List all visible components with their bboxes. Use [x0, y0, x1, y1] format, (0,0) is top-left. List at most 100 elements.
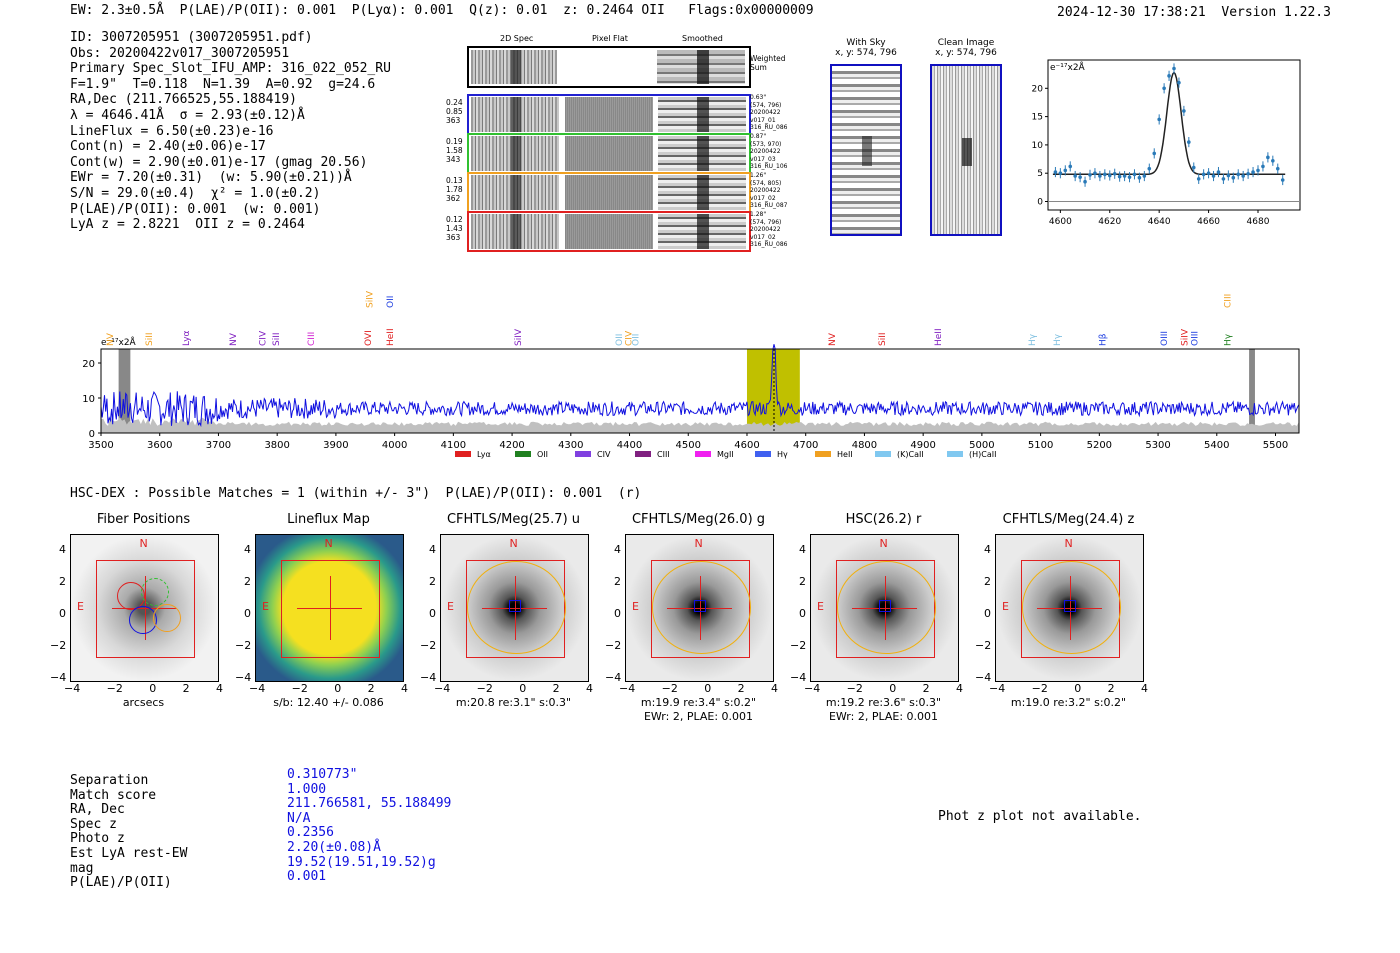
- hsc-panel: Lineflux Map N E 4 2 0 −2 −4 −4 −2 0 2 4 s/b: 12…: [235, 512, 405, 722]
- match-value: 1.000: [287, 783, 451, 798]
- zoom-data-point: [1113, 172, 1117, 176]
- zoom-data-point: [1256, 169, 1260, 173]
- hsc-y-tick-label: −2: [790, 630, 806, 662]
- zoom-y-tick-label: 20: [1032, 84, 1044, 94]
- hsc-x-tick-label: 4: [586, 682, 593, 695]
- info-line: LyA z = 2.8221 OII z = 0.2464: [70, 217, 391, 233]
- compass-e: E: [77, 600, 84, 613]
- hsc-y-tick-label: 4: [975, 534, 991, 566]
- zoom-data-point: [1073, 174, 1077, 178]
- hsc-y-tick-label: 2: [975, 566, 991, 598]
- emission-line-label: CIV: [258, 330, 268, 346]
- hsc-panel-title: CFHTLS/Meg(24.4) z: [995, 512, 1142, 527]
- hsc-y-tick-label: 2: [50, 566, 66, 598]
- legend-swatch: [515, 451, 531, 457]
- zoom-data-point: [1068, 165, 1072, 169]
- hsc-panel-caption: arcsecs: [70, 696, 217, 709]
- legend-swatch: [875, 451, 891, 457]
- compass-n: N: [880, 537, 888, 550]
- info-line: P(LAE)/P(OII): 0.001 (w: 0.001): [70, 202, 391, 218]
- legend-swatch: [575, 451, 591, 457]
- zoom-data-point: [1157, 118, 1161, 122]
- zoom-x-tick-label: 4620: [1098, 217, 1121, 227]
- legend-swatch: [635, 451, 651, 457]
- cutout-row-right-labels: 0.63" (574, 796) 20200422 v017_01 316_RU_086: [750, 94, 787, 132]
- hsc-y-tick-label: −2: [605, 630, 621, 662]
- zoom-data-point: [1217, 170, 1221, 174]
- hsc-y-tick-label: −2: [235, 630, 251, 662]
- info-line: λ = 4646.41Å σ = 2.93(±0.12)Å: [70, 108, 391, 124]
- hsc-panel: CFHTLS/Meg(25.7) u N E 4 2 0 −2 −4 −4 −2 0 2 4 m…: [420, 512, 590, 722]
- hsc-x-tick-label: 4: [956, 682, 963, 695]
- hsc-y-ticks: 4 2 0 −2 −4: [975, 534, 991, 694]
- hsc-x-tick-label: 0: [889, 682, 896, 695]
- match-value: 2.20(±0.08)Å: [287, 841, 451, 856]
- spectrum-x-tick-label: 5400: [1204, 440, 1229, 451]
- cutout-row-left-labels: 0.19 1.58 343: [446, 137, 463, 164]
- spectrum-x-tick-label: 3700: [206, 440, 231, 451]
- cutout-row: [467, 211, 751, 252]
- hsc-y-tick-label: 4: [235, 534, 251, 566]
- legend-label: Lyα: [477, 450, 491, 459]
- source-marker: [694, 600, 706, 612]
- cutout-row-right-labels: 1.28" (574, 796) 20200422 v017_02 316_RU_086: [750, 211, 787, 249]
- hsc-panel-image: N E: [810, 534, 959, 682]
- zoom-data-point: [1236, 173, 1240, 177]
- hsc-y-tick-label: −2: [975, 630, 991, 662]
- emission-line-label: SiII: [878, 332, 888, 346]
- spectrum-x-tick-label: 5500: [1263, 440, 1288, 451]
- compass-n: N: [695, 537, 703, 550]
- full-spectrum-chart: 3500 3600 3700 3800 3900 4000 4100 4200 4300 4400…: [60, 276, 1320, 462]
- spectrum-x-tick-label: 4700: [793, 440, 818, 451]
- photz-note: Phot z plot not available.: [938, 809, 1142, 824]
- hsc-y-tick-label: 4: [790, 534, 806, 566]
- legend-label: (K)CaII: [897, 450, 924, 459]
- info-line: RA,Dec (211.766525,55.188419): [70, 92, 391, 108]
- compass-n: N: [325, 537, 333, 550]
- match-value: 211.766581, 55.188499: [287, 797, 451, 812]
- line-highlight-region: [747, 349, 800, 433]
- cutout-row-left-labels: 0.12 1.43 363: [446, 215, 463, 242]
- info-line: S/N = 29.0(±0.4) χ² = 1.0(±0.2): [70, 186, 391, 202]
- hsc-y-tick-label: −2: [50, 630, 66, 662]
- zoom-y-tick-label: 0: [1037, 198, 1043, 208]
- hsc-panel-title: HSC(26.2) r: [810, 512, 957, 527]
- crosshair-v: [330, 576, 331, 640]
- hsc-panel-image: N E: [255, 534, 404, 682]
- hsc-x-tick-label: 2: [553, 682, 560, 695]
- compass-e: E: [632, 600, 639, 613]
- hsc-x-tick-label: 0: [149, 682, 156, 695]
- zoom-x-tick-label: 4680: [1247, 217, 1270, 227]
- info-line: ID: 3007205951 (3007205951.pdf): [70, 30, 391, 46]
- hsc-panel-caption: m:19.9 re:3.4" s:0.2": [625, 696, 772, 709]
- compass-e: E: [817, 600, 824, 613]
- cutout-row: [467, 172, 751, 213]
- hsc-x-tick-label: 4: [401, 682, 408, 695]
- hsc-panel-title: Fiber Positions: [70, 512, 217, 527]
- cutout-row-left-labels: 0.13 1.78 362: [446, 176, 463, 203]
- hsc-panel-caption2: EWr: 2, PLAE: 0.001: [810, 710, 957, 723]
- info-line: Primary Spec_Slot_IFU_AMP: 316_022_052_R…: [70, 61, 391, 77]
- hsc-x-ticks: −4 −2 0 2 4: [64, 682, 223, 695]
- spectrum-x-tick-label: 4300: [558, 440, 583, 451]
- hsc-panel-title: Lineflux Map: [255, 512, 402, 527]
- weighted-sum-label: Weighted Sum: [750, 54, 790, 72]
- source-marker: [509, 600, 521, 612]
- zoom-data-point: [1197, 177, 1201, 181]
- emission-line-label: OII: [386, 296, 396, 308]
- hsc-y-ticks: 4 2 0 −2 −4: [420, 534, 436, 694]
- hsc-x-tick-label: 0: [334, 682, 341, 695]
- emission-line-label: Lyα: [182, 330, 192, 346]
- zoom-data-point: [1212, 174, 1216, 178]
- zoom-data-point: [1241, 174, 1245, 178]
- hsc-panel-image: N E: [995, 534, 1144, 682]
- match-value: N/A: [287, 812, 451, 827]
- hsc-y-tick-label: 4: [605, 534, 621, 566]
- hsc-panel-caption2: EWr: 2, PLAE: 0.001: [625, 710, 772, 723]
- compass-n: N: [140, 537, 148, 550]
- hsc-panel-image: N E: [440, 534, 589, 682]
- clean-image: [930, 64, 1002, 236]
- hsc-x-tick-label: −2: [847, 682, 863, 695]
- legend-swatch: [815, 451, 831, 457]
- hsc-x-tick-label: 0: [1074, 682, 1081, 695]
